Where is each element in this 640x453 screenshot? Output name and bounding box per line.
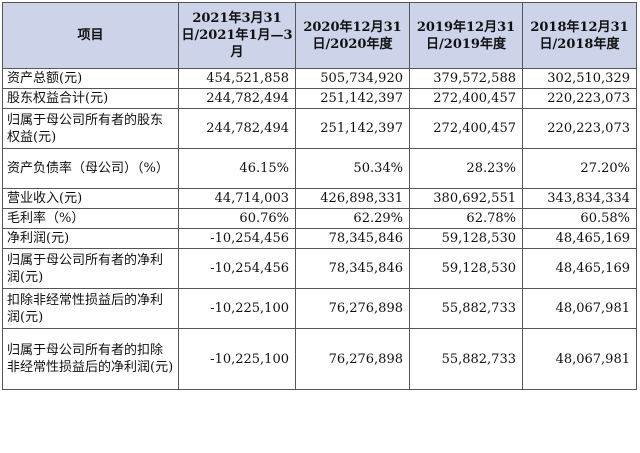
row-label: 归属于母公司所有者的扣除非经常性损益后的净利润(元)	[2, 328, 179, 390]
table-row: 净利润(元) -10,254,456 78,345,846 59,128,530…	[2, 228, 637, 249]
table-row: 资产总额(元) 454,521,858 505,734,920 379,572,…	[2, 68, 637, 89]
cell-value: 62.78%	[409, 208, 523, 229]
cell-value: -10,225,100	[178, 328, 296, 390]
header-q1-2021: 2021年3月31日/2021年1月—3月	[178, 2, 296, 69]
financial-summary-table-container: 项目 2021年3月31日/2021年1月—3月 2020年12月31日/202…	[2, 2, 637, 390]
cell-value: 380,692,551	[409, 188, 523, 209]
cell-value: 302,510,329	[522, 68, 637, 89]
row-label: 归属于母公司所有者的股东权益(元)	[2, 108, 179, 149]
cell-value: 220,223,073	[522, 88, 637, 109]
table-row: 营业收入(元) 44,714,003 426,898,331 380,692,5…	[2, 188, 637, 209]
cell-value: 60.58%	[522, 208, 637, 229]
row-label: 资产负债率（母公司）（%）	[2, 148, 179, 189]
cell-value: 343,834,334	[522, 188, 637, 209]
table-row: 归属于母公司所有者的扣除非经常性损益后的净利润(元) -10,225,100 7…	[2, 328, 637, 390]
cell-value: 76,276,898	[295, 288, 410, 329]
cell-value: -10,254,456	[178, 228, 296, 249]
cell-value: 59,128,530	[409, 248, 523, 289]
row-label: 毛利率（%）	[2, 208, 179, 229]
cell-value: 272,400,457	[409, 108, 523, 149]
cell-value: 55,882,733	[409, 328, 523, 390]
cell-value: -10,254,456	[178, 248, 296, 289]
cell-value: 78,345,846	[295, 248, 410, 289]
cell-value: -10,225,100	[178, 288, 296, 329]
cell-value: 46.15%	[178, 148, 296, 189]
table-row: 归属于母公司所有者的股东权益(元) 244,782,494 251,142,39…	[2, 108, 637, 149]
cell-value: 50.34%	[295, 148, 410, 189]
cell-value: 55,882,733	[409, 288, 523, 329]
table-row: 归属于母公司所有者的净利润(元) -10,254,456 78,345,846 …	[2, 248, 637, 289]
table-row: 毛利率（%） 60.76% 62.29% 62.78% 60.58%	[2, 208, 637, 229]
table-row: 股东权益合计(元) 244,782,494 251,142,397 272,40…	[2, 88, 637, 109]
cell-value: 62.29%	[295, 208, 410, 229]
cell-value: 48,067,981	[522, 328, 637, 390]
cell-value: 251,142,397	[295, 88, 410, 109]
cell-value: 379,572,588	[409, 68, 523, 89]
cell-value: 454,521,858	[178, 68, 296, 89]
cell-value: 60.76%	[178, 208, 296, 229]
cell-value: 505,734,920	[295, 68, 410, 89]
header-item: 项目	[2, 2, 179, 69]
cell-value: 244,782,494	[178, 108, 296, 149]
cell-value: 28.23%	[409, 148, 523, 189]
row-label: 股东权益合计(元)	[2, 88, 179, 109]
cell-value: 27.20%	[522, 148, 637, 189]
cell-value: 251,142,397	[295, 108, 410, 149]
table-row: 资产负债率（母公司）（%） 46.15% 50.34% 28.23% 27.20…	[2, 148, 637, 189]
table-row: 扣除非经常性损益后的净利润(元) -10,225,100 76,276,898 …	[2, 288, 637, 329]
cell-value: 244,782,494	[178, 88, 296, 109]
row-label: 归属于母公司所有者的净利润(元)	[2, 248, 179, 289]
row-label: 资产总额(元)	[2, 68, 179, 89]
header-fy-2020: 2020年12月31日/2020年度	[295, 2, 410, 69]
cell-value: 48,465,169	[522, 228, 637, 249]
row-label: 营业收入(元)	[2, 188, 179, 209]
financial-summary-table: 项目 2021年3月31日/2021年1月—3月 2020年12月31日/202…	[2, 2, 637, 390]
table-header-row: 项目 2021年3月31日/2021年1月—3月 2020年12月31日/202…	[2, 2, 637, 69]
cell-value: 426,898,331	[295, 188, 410, 209]
cell-value: 76,276,898	[295, 328, 410, 390]
cell-value: 220,223,073	[522, 108, 637, 149]
header-fy-2018: 2018年12月31日/2018年度	[522, 2, 637, 69]
row-label: 扣除非经常性损益后的净利润(元)	[2, 288, 179, 329]
row-label: 净利润(元)	[2, 228, 179, 249]
cell-value: 272,400,457	[409, 88, 523, 109]
cell-value: 59,128,530	[409, 228, 523, 249]
cell-value: 48,067,981	[522, 288, 637, 329]
header-fy-2019: 2019年12月31日/2019年度	[409, 2, 523, 69]
cell-value: 48,465,169	[522, 248, 637, 289]
cell-value: 44,714,003	[178, 188, 296, 209]
cell-value: 78,345,846	[295, 228, 410, 249]
